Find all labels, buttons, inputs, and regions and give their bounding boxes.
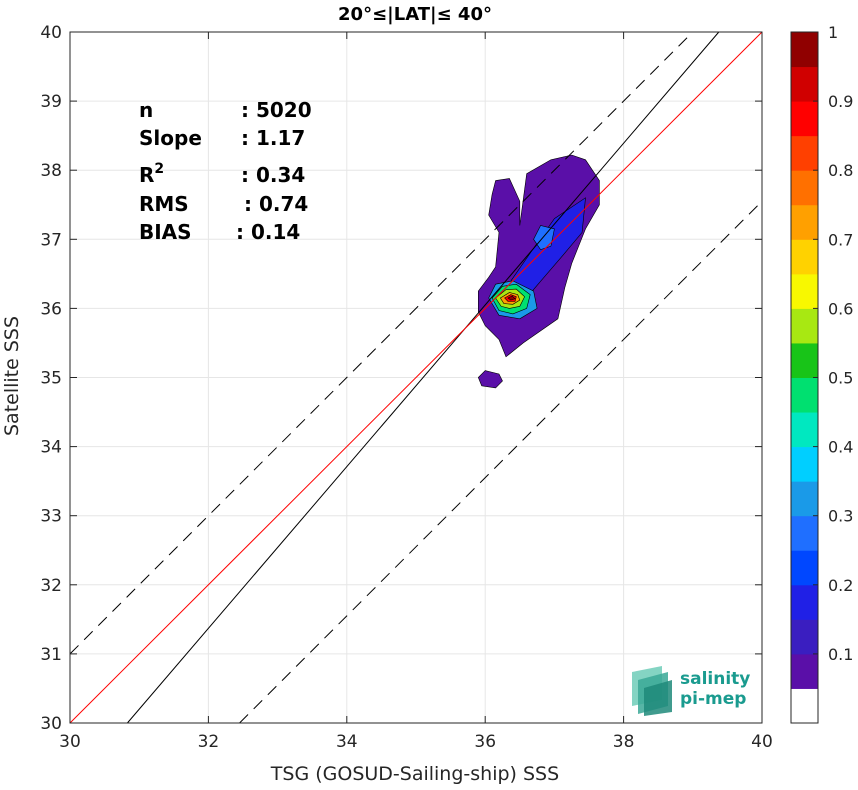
colorbar-segment (791, 653, 818, 689)
colorbar-segment (791, 446, 818, 482)
logo-line-1: salinity (680, 669, 750, 689)
colorbar-segment (791, 619, 818, 655)
x-tick-label: 36 (474, 732, 496, 752)
colorbar-segment (791, 688, 818, 724)
stat-label: BIAS (139, 220, 192, 244)
colorbar-segment (791, 584, 818, 620)
colorbar-segment (791, 550, 818, 586)
reference-lines (69, 31, 763, 724)
colorbar-segment (791, 204, 818, 240)
axis-ticks: 30 32 34 36 38 40 30 31 32 33 34 35 36 37 38 39 40 (40, 23, 772, 752)
colorbar-segment (791, 170, 818, 206)
colorbar-tick-label: 0.9 (828, 92, 853, 111)
y-tick-label: 32 (40, 576, 62, 596)
colorbar-segment (791, 135, 818, 171)
density-contour (533, 225, 555, 251)
stat-value: : 0.34 (241, 163, 305, 187)
y-tick-label: 31 (40, 645, 62, 665)
density-contour (477, 370, 503, 389)
density-contours (477, 154, 600, 389)
bound-line-dashed (69, 31, 694, 655)
colorbar-tick-label: 0.4 (828, 438, 853, 457)
x-tick-label: 30 (59, 732, 81, 752)
colorbar-segment (791, 239, 818, 275)
chart-title: 20°≤|LAT|≤ 40° (338, 4, 492, 25)
colorbar-segment (791, 515, 818, 551)
regression-line (126, 31, 720, 724)
bound-line-dashed (239, 200, 763, 724)
stat-superscript: 2 (154, 161, 164, 177)
colorbar-segment (791, 308, 818, 344)
stat-label: Slope (139, 126, 202, 150)
x-tick-label: 38 (613, 732, 635, 752)
colorbar-tick-label: 0.6 (828, 299, 853, 318)
stat-value: : 0.14 (236, 220, 300, 244)
y-tick-label: 33 (40, 507, 62, 527)
y-tick-label: 40 (40, 23, 62, 43)
colorbar-segment (791, 101, 818, 137)
y-tick-label: 36 (40, 299, 62, 319)
stat-value: : 1.17 (241, 126, 305, 150)
y-tick-label: 37 (40, 230, 62, 250)
colorbar: 0.1 0.2 0.3 0.4 0.5 0.6 0.7 0.8 0.9 1 (790, 23, 853, 724)
y-tick-label: 30 (40, 714, 62, 734)
colorbar-tick-label: 0.2 (828, 576, 853, 595)
colorbar-tick-label: 1 (828, 23, 838, 42)
logo-line-2: pi-mep (680, 689, 746, 709)
colorbar-segment (791, 481, 818, 517)
colorbar-segment (791, 273, 818, 309)
x-tick-label: 34 (336, 732, 358, 752)
logo-waves-icon (632, 666, 672, 716)
colorbar-segment (791, 32, 818, 68)
x-tick-label: 40 (751, 732, 773, 752)
stat-label: R2 (139, 161, 164, 187)
y-axis-label: Satellite SSS (1, 316, 23, 436)
y-tick-label: 35 (40, 369, 62, 389)
colorbar-segment (791, 66, 818, 102)
colorbar-segment (791, 342, 818, 378)
statistics-box: n : 5020 Slope : 1.17 R2 : 0.34 RMS : 0.74 BIAS:… (139, 98, 312, 244)
x-axis-label: TSG (GOSUD-Sailing-ship) SSS (270, 763, 559, 785)
y-tick-label: 38 (40, 161, 62, 181)
stat-value: : 5020 (241, 98, 312, 122)
density-contour (507, 295, 516, 301)
identity-line (69, 31, 763, 724)
colorbar-tick-label: 0.3 (828, 507, 853, 526)
colorbar-segment (791, 412, 818, 448)
salinity-pi-mep-logo: salinity pi-mep (632, 666, 750, 716)
colorbar-tick-label: 0.5 (828, 369, 853, 388)
stat-label: RMS (139, 192, 189, 216)
y-tick-label: 39 (40, 92, 62, 112)
colorbar-tick-label: 0.8 (828, 161, 853, 180)
stat-value: : 0.74 (244, 192, 308, 216)
colorbar-tick-label: 0.1 (828, 645, 853, 664)
y-tick-label: 34 (40, 438, 62, 458)
colorbar-tick-label: 0.7 (828, 230, 853, 249)
colorbar-segment (791, 377, 818, 413)
stat-label: n (139, 98, 153, 122)
x-tick-label: 32 (198, 732, 220, 752)
